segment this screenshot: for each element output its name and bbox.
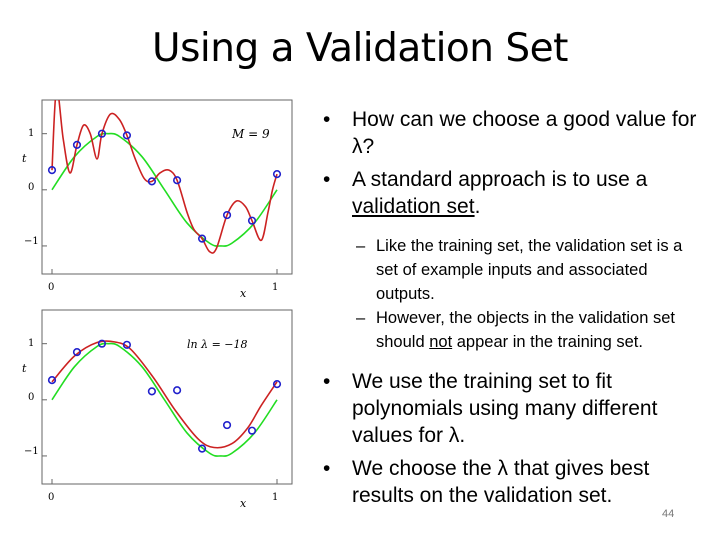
fitted-curve [51,100,278,254]
sub-bullet-dash: – [356,237,366,255]
x-axis-label: x [240,497,247,508]
data-point [147,177,156,186]
emphasis-text: validation set [352,195,475,218]
data-point [222,420,232,430]
bullet-item: • We use the training set to fit polynom… [318,368,708,449]
bullet-text: How can we choose a good value for λ? [352,108,697,158]
data-point [247,426,257,435]
sub-bullet-text: Like the training set, the validation se… [376,237,683,303]
bullet-dot: • [323,168,331,191]
bullet-dot: • [323,108,331,131]
x-tick-label: 1 [272,282,278,293]
y-axis-label: t [22,152,27,165]
x-axis-label: x [240,287,247,298]
sub-bullet-item: – Like the training set, the validation … [318,234,708,306]
data-point [97,129,107,138]
y-tick-label: 1 [28,128,34,139]
plot-ln-lambda: ln λ = −18 1 0 −1 t 0 1 x [22,309,293,508]
x-tick-label: 0 [48,282,54,293]
slide-title: Using a Validation Set [152,26,568,71]
x-tick-label: 1 [272,492,278,503]
data-point [47,376,57,385]
bullet-text: . [474,195,481,218]
data-point [47,166,57,175]
data-point [122,131,132,140]
true-function-curve [51,342,278,457]
y-axis-label: t [22,362,27,375]
data-point [173,386,182,395]
plot-annotation: M = 9 [231,127,270,141]
data-point [197,234,207,243]
data-point [173,176,182,185]
plot-m9: M = 9 1 0 −1 t 0 1 x [22,99,293,298]
bullet-dot: • [323,370,331,393]
bullet-text: We choose the λ that gives best results … [352,457,650,507]
bullet-dot: • [323,457,331,480]
y-tick-label: −1 [24,446,39,457]
sub-bullet-dash: – [356,309,366,327]
sub-bullet-item: – However, the objects in the validation… [318,306,708,354]
plot-frame [41,99,293,275]
data-point [222,210,232,220]
bullet-list: • How can we choose a good value for λ? … [318,106,708,509]
bullet-item: • We choose the λ that gives best result… [318,455,708,509]
data-point [147,387,156,396]
sub-bullet-text: However, the objects in the validation s… [376,309,676,351]
bullet-item: • A standard approach is to use a valida… [318,166,708,220]
y-tick-label: 0 [28,182,34,193]
data-point [272,169,282,179]
data-point [272,379,282,389]
bullet-text: A standard approach is to use a [352,168,648,191]
sub-bullet-text: appear in the training set. [452,333,643,351]
y-tick-label: −1 [24,236,39,247]
data-point [197,444,207,453]
emphasis-text: not [429,333,453,351]
bullet-item: • How can we choose a good value for λ? [318,106,708,160]
plot-frame [41,309,293,485]
x-tick-label: 0 [48,492,54,503]
y-tick-label: 0 [28,392,34,403]
bullet-text: We use the training set to fit polynomia… [352,370,658,447]
data-point [122,340,132,349]
y-tick-label: 1 [28,338,34,349]
data-point [72,347,82,357]
fitted-curve [51,340,278,449]
data-point [97,339,107,348]
page-number: 44 [662,508,675,520]
plot-annotation: ln λ = −18 [187,338,248,351]
true-function-curve [51,132,278,247]
data-point [247,216,257,225]
data-point [72,140,82,150]
